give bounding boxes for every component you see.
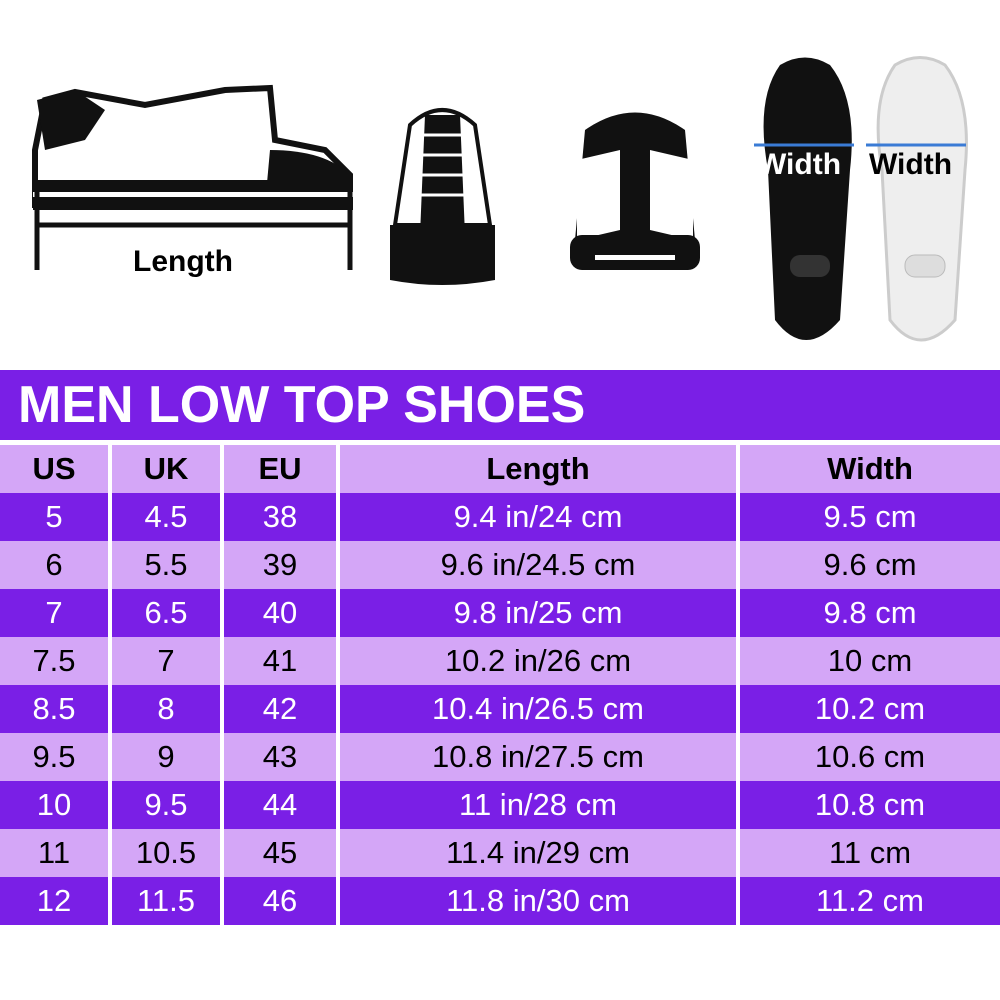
front-view-shoe-illustration bbox=[390, 108, 495, 285]
cell-us: 5 bbox=[0, 493, 112, 541]
chart-title: MEN LOW TOP SHOES bbox=[0, 370, 1000, 440]
cell-eu: 38 bbox=[224, 493, 340, 541]
side-view-shoe-illustration bbox=[32, 84, 353, 270]
table-row: 9.5 9 43 10.8 in/27.5 cm 10.6 cm bbox=[0, 733, 1000, 781]
cell-length: 10.2 in/26 cm bbox=[340, 637, 740, 685]
cell-width: 10.2 cm bbox=[740, 685, 1000, 733]
cell-us: 8.5 bbox=[0, 685, 112, 733]
cell-eu: 46 bbox=[224, 877, 340, 925]
cell-length: 9.6 in/24.5 cm bbox=[340, 541, 740, 589]
cell-length: 9.8 in/25 cm bbox=[340, 589, 740, 637]
cell-width: 10.6 cm bbox=[740, 733, 1000, 781]
cell-eu: 40 bbox=[224, 589, 340, 637]
cell-eu: 45 bbox=[224, 829, 340, 877]
cell-width: 10 cm bbox=[740, 637, 1000, 685]
soles-illustration bbox=[754, 56, 968, 342]
cell-us: 9.5 bbox=[0, 733, 112, 781]
cell-uk: 9.5 bbox=[112, 781, 224, 829]
cell-us: 6 bbox=[0, 541, 112, 589]
cell-uk: 4.5 bbox=[112, 493, 224, 541]
header-eu: EU bbox=[224, 445, 340, 493]
cell-us: 10 bbox=[0, 781, 112, 829]
cell-eu: 43 bbox=[224, 733, 340, 781]
cell-uk: 8 bbox=[112, 685, 224, 733]
table-row: 7 6.5 40 9.8 in/25 cm 9.8 cm bbox=[0, 589, 1000, 637]
cell-eu: 39 bbox=[224, 541, 340, 589]
cell-uk: 9 bbox=[112, 733, 224, 781]
table-row: 6 5.5 39 9.6 in/24.5 cm 9.6 cm bbox=[0, 541, 1000, 589]
back-view-shoe-illustration bbox=[570, 112, 700, 270]
table-header-row: US UK EU Length Width bbox=[0, 445, 1000, 493]
cell-eu: 42 bbox=[224, 685, 340, 733]
header-us: US bbox=[0, 445, 112, 493]
cell-uk: 5.5 bbox=[112, 541, 224, 589]
table-row: 11 10.5 45 11.4 in/29 cm 11 cm bbox=[0, 829, 1000, 877]
cell-length: 10.4 in/26.5 cm bbox=[340, 685, 740, 733]
cell-length: 10.8 in/27.5 cm bbox=[340, 733, 740, 781]
table-row: 8.5 8 42 10.4 in/26.5 cm 10.2 cm bbox=[0, 685, 1000, 733]
cell-length: 9.4 in/24 cm bbox=[340, 493, 740, 541]
cell-width: 9.5 cm bbox=[740, 493, 1000, 541]
cell-uk: 7 bbox=[112, 637, 224, 685]
length-label: Length bbox=[133, 245, 233, 278]
width-label-black-sole: Width bbox=[758, 148, 842, 181]
cell-width: 9.6 cm bbox=[740, 541, 1000, 589]
table-row: 5 4.5 38 9.4 in/24 cm 9.5 cm bbox=[0, 493, 1000, 541]
cell-length: 11.8 in/30 cm bbox=[340, 877, 740, 925]
cell-uk: 11.5 bbox=[112, 877, 224, 925]
table-row: 12 11.5 46 11.8 in/30 cm 11.2 cm bbox=[0, 877, 1000, 925]
header-width: Width bbox=[740, 445, 1000, 493]
cell-length: 11.4 in/29 cm bbox=[340, 829, 740, 877]
table-row: 10 9.5 44 11 in/28 cm 10.8 cm bbox=[0, 781, 1000, 829]
cell-width: 10.8 cm bbox=[740, 781, 1000, 829]
cell-eu: 44 bbox=[224, 781, 340, 829]
header-uk: UK bbox=[112, 445, 224, 493]
cell-us: 7 bbox=[0, 589, 112, 637]
cell-us: 11 bbox=[0, 829, 112, 877]
cell-us: 7.5 bbox=[0, 637, 112, 685]
cell-eu: 41 bbox=[224, 637, 340, 685]
cell-length: 11 in/28 cm bbox=[340, 781, 740, 829]
cell-width: 9.8 cm bbox=[740, 589, 1000, 637]
table-row: 7.5 7 41 10.2 in/26 cm 10 cm bbox=[0, 637, 1000, 685]
size-table: US UK EU Length Width 5 4.5 38 9.4 in/24 cm… bbox=[0, 445, 1000, 925]
header-length: Length bbox=[340, 445, 740, 493]
cell-width: 11.2 cm bbox=[740, 877, 1000, 925]
width-label-white-sole: Width bbox=[869, 148, 953, 181]
cell-us: 12 bbox=[0, 877, 112, 925]
cell-uk: 6.5 bbox=[112, 589, 224, 637]
cell-width: 11 cm bbox=[740, 829, 1000, 877]
cell-uk: 10.5 bbox=[112, 829, 224, 877]
